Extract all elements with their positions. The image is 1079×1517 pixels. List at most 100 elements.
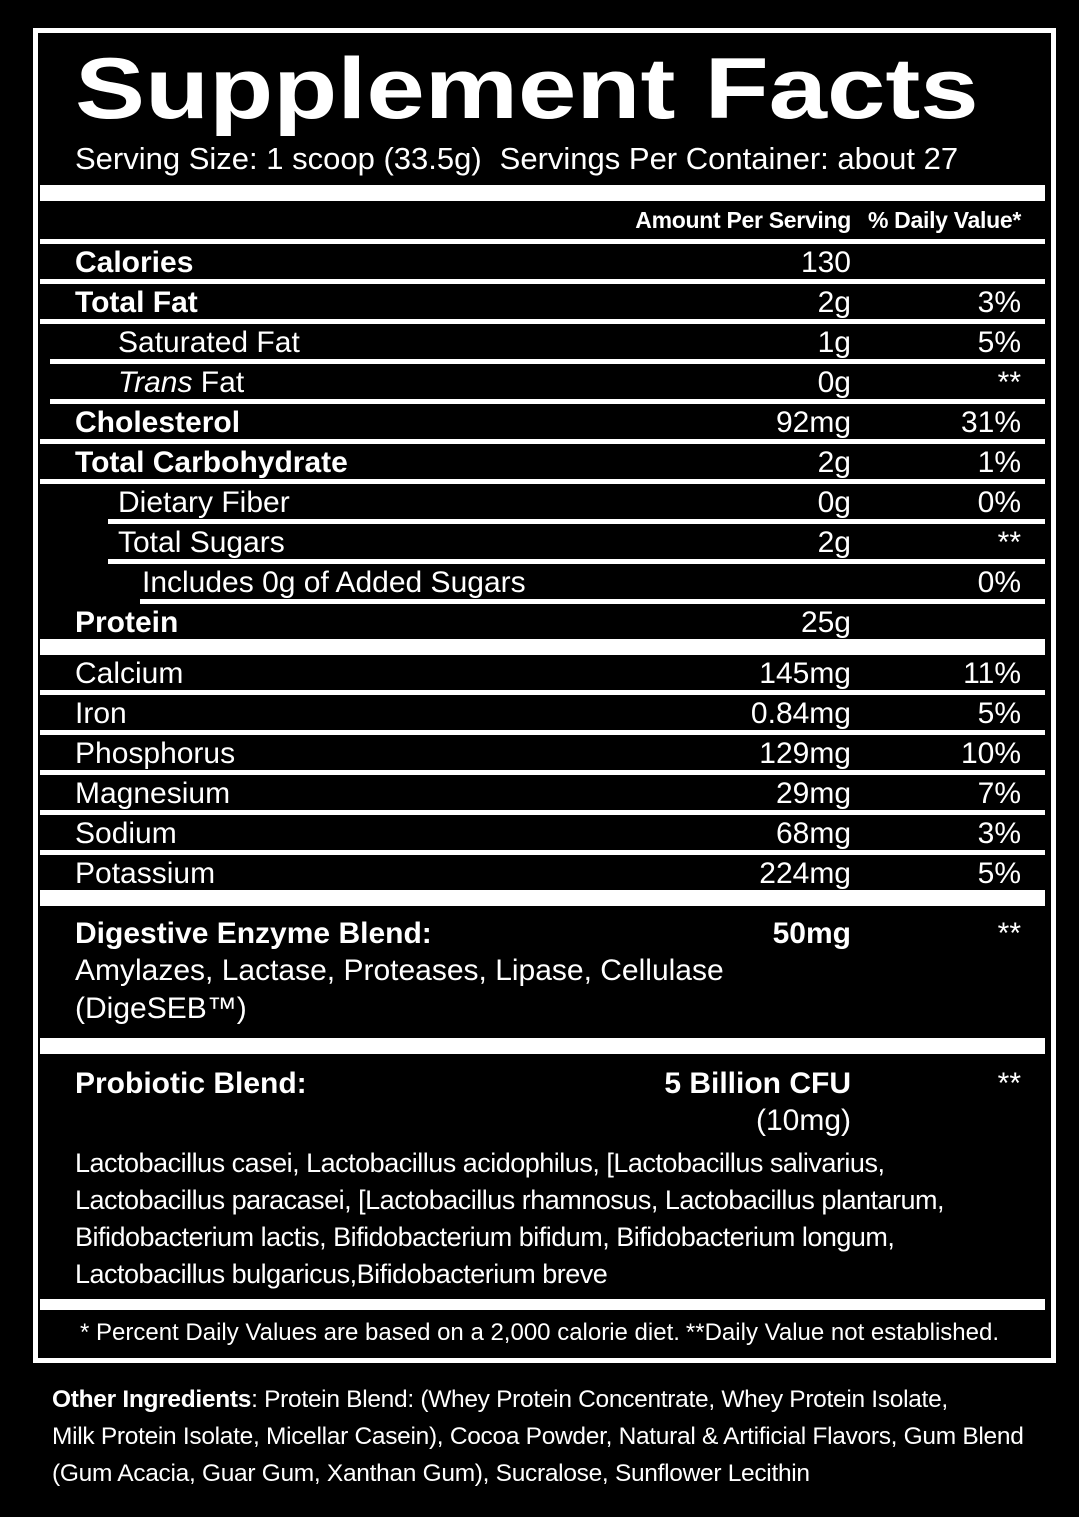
mineral-name: Iron [75, 697, 127, 730]
mineral-amount: 145mg [759, 657, 851, 690]
row-trans-fat: Trans Fat 0g ** [38, 364, 1051, 399]
row-probiotic-blend: Probiotic Blend: 5 Billion CFU ** [38, 1062, 1051, 1102]
daily-value-footnote: * Percent Daily Values are based on a 2,… [80, 1319, 680, 1346]
mineral-name: Magnesium [75, 777, 231, 810]
species-line: Lactobacillus paracasei, [Lactobacillus … [75, 1185, 945, 1215]
nutrient-amount: 25g [800, 606, 851, 639]
divider [140, 599, 1045, 604]
nutrient-amount: 0g [817, 366, 851, 399]
nutrient-amount [611, 564, 851, 599]
divider [40, 479, 1045, 484]
nutrient-amount: 0g [817, 486, 851, 519]
mineral-amount: 29mg [775, 777, 851, 810]
serving-info: Serving Size: 1 scoop (33.5g) Servings P… [75, 141, 1051, 177]
divider [40, 439, 1045, 444]
blend-amount: 5 Billion CFU [664, 1067, 851, 1100]
nutrient-daily-value: 0% [977, 486, 1021, 519]
row-magnesium: Magnesium 29mg 7% [38, 775, 1051, 810]
row-calories: Calories 130 [38, 244, 1051, 279]
nutrient-amount: 130 [800, 246, 851, 279]
supplement-facts-panel: Supplement Facts Serving Size: 1 scoop (… [33, 28, 1056, 1363]
row-dietary-fiber: Dietary Fiber 0g 0% [38, 484, 1051, 519]
nutrient-daily-value: 0% [977, 566, 1021, 599]
species-line: Bifidobacterium lactis, Bifidobacterium … [75, 1222, 895, 1252]
blend-daily-value: ** [997, 1067, 1021, 1100]
row-cholesterol: Cholesterol 92mg 31% [38, 404, 1051, 439]
row-digestive-enzyme-blend: Digestive Enzyme Blend: 50mg ** [38, 912, 1051, 952]
mineral-amount: 0.84mg [750, 697, 851, 730]
nutrient-name: Dietary Fiber [118, 486, 290, 519]
nutrient-daily-value: ** [997, 366, 1021, 399]
spacer [851, 1102, 1051, 1137]
mineral-amount: 129mg [759, 737, 851, 770]
row-total-carbohydrate: Total Carbohydrate 2g 1% [38, 444, 1051, 479]
nutrient-amount: 2g [817, 526, 851, 559]
section-divider-bar [40, 185, 1045, 201]
row-calcium: Calcium 145mg 11% [38, 655, 1051, 690]
nutrient-name: Trans Fat [38, 364, 611, 399]
nutrient-amount: 92mg [775, 406, 851, 439]
not-established-footnote: **Daily Value not established. [685, 1319, 999, 1346]
blend-daily-value: ** [997, 917, 1021, 950]
divider [50, 359, 1045, 364]
nutrient-daily-value: 31% [960, 406, 1021, 439]
nutrient-name: Total Fat [75, 286, 198, 319]
nutrient-name: Total Carbohydrate [75, 446, 348, 479]
mineral-daily-value: 3% [977, 817, 1021, 850]
divider [40, 319, 1045, 324]
row-potassium: Potassium 224mg 5% [38, 855, 1051, 890]
nutrient-name: Includes 0g of Added Sugars [142, 566, 526, 599]
mineral-amount: 68mg [775, 817, 851, 850]
mineral-daily-value: 7% [977, 777, 1021, 810]
column-headers: Amount Per Serving % Daily Value* [38, 201, 1051, 239]
section-divider-bar [40, 890, 1045, 906]
mineral-amount: 224mg [759, 857, 851, 890]
nutrient-amount: 2g [817, 286, 851, 319]
divider [40, 690, 1045, 695]
trans-rest: Fat [192, 366, 245, 399]
nutrient-name: Total Sugars [118, 526, 285, 559]
divider [40, 279, 1045, 284]
blend-name: Probiotic Blend: [75, 1067, 307, 1100]
mineral-name: Phosphorus [75, 737, 236, 770]
serving-size-text: Serving Size: 1 scoop (33.5g) [75, 141, 482, 176]
other-ingredients-line: Other Ingredients: Protein Blend: (Whey … [52, 1381, 1062, 1418]
nutrient-amount: 2g [817, 446, 851, 479]
panel-title: Supplement Facts [75, 41, 979, 137]
section-divider-bar [40, 1299, 1045, 1310]
row-total-fat: Total Fat 2g 3% [38, 284, 1051, 319]
nutrient-name: Saturated Fat [118, 326, 300, 359]
nutrient-daily-value: 1% [977, 446, 1021, 479]
divider [40, 770, 1045, 775]
mineral-name: Sodium [75, 817, 177, 850]
row-iron: Iron 0.84mg 5% [38, 695, 1051, 730]
digestive-blend-ingredients: Amylazes, Lactase, Proteases, Lipase, Ce… [75, 954, 724, 987]
row-phosphorus: Phosphorus 129mg 10% [38, 735, 1051, 770]
mineral-daily-value: 11% [963, 657, 1021, 690]
other-ingredients-text: : Protein Blend: (Whey Protein Concentra… [251, 1386, 948, 1413]
other-ingredients-line: Milk Protein Isolate, Micellar Casein), … [52, 1423, 1024, 1450]
trans-italic: Trans [118, 366, 193, 399]
divider [108, 559, 1045, 564]
row-sodium: Sodium 68mg 3% [38, 815, 1051, 850]
section-divider-bar [40, 1038, 1045, 1054]
nutrient-daily-value: 3% [977, 286, 1021, 319]
digestive-blend-trademark: (DigeSEB™) [75, 992, 247, 1025]
nutrient-name: Protein [75, 606, 179, 639]
mineral-name: Calcium [75, 657, 184, 690]
amount-per-serving-header: Amount Per Serving [635, 206, 851, 233]
section-divider-bar [40, 639, 1045, 655]
nutrient-name: Calories [75, 246, 194, 279]
daily-value-header: % Daily Value* [867, 206, 1021, 233]
nutrient-daily-value: ** [997, 526, 1021, 559]
nutrient-amount: 1g [817, 326, 851, 359]
blend-name: Digestive Enzyme Blend: [75, 917, 432, 950]
footnotes: * Percent Daily Values are based on a 2,… [38, 1310, 1051, 1348]
row-probiotic-mg: (10mg) [38, 1102, 1051, 1137]
spacer [38, 1102, 611, 1137]
mineral-daily-value: 5% [977, 697, 1021, 730]
mineral-name: Potassium [75, 857, 216, 890]
species-line: Lactobacillus bulgaricus,Bifidobacterium… [75, 1259, 608, 1289]
row-added-sugars: Includes 0g of Added Sugars 0% [38, 564, 1051, 599]
other-ingredients-label: Other Ingredients [52, 1386, 252, 1413]
